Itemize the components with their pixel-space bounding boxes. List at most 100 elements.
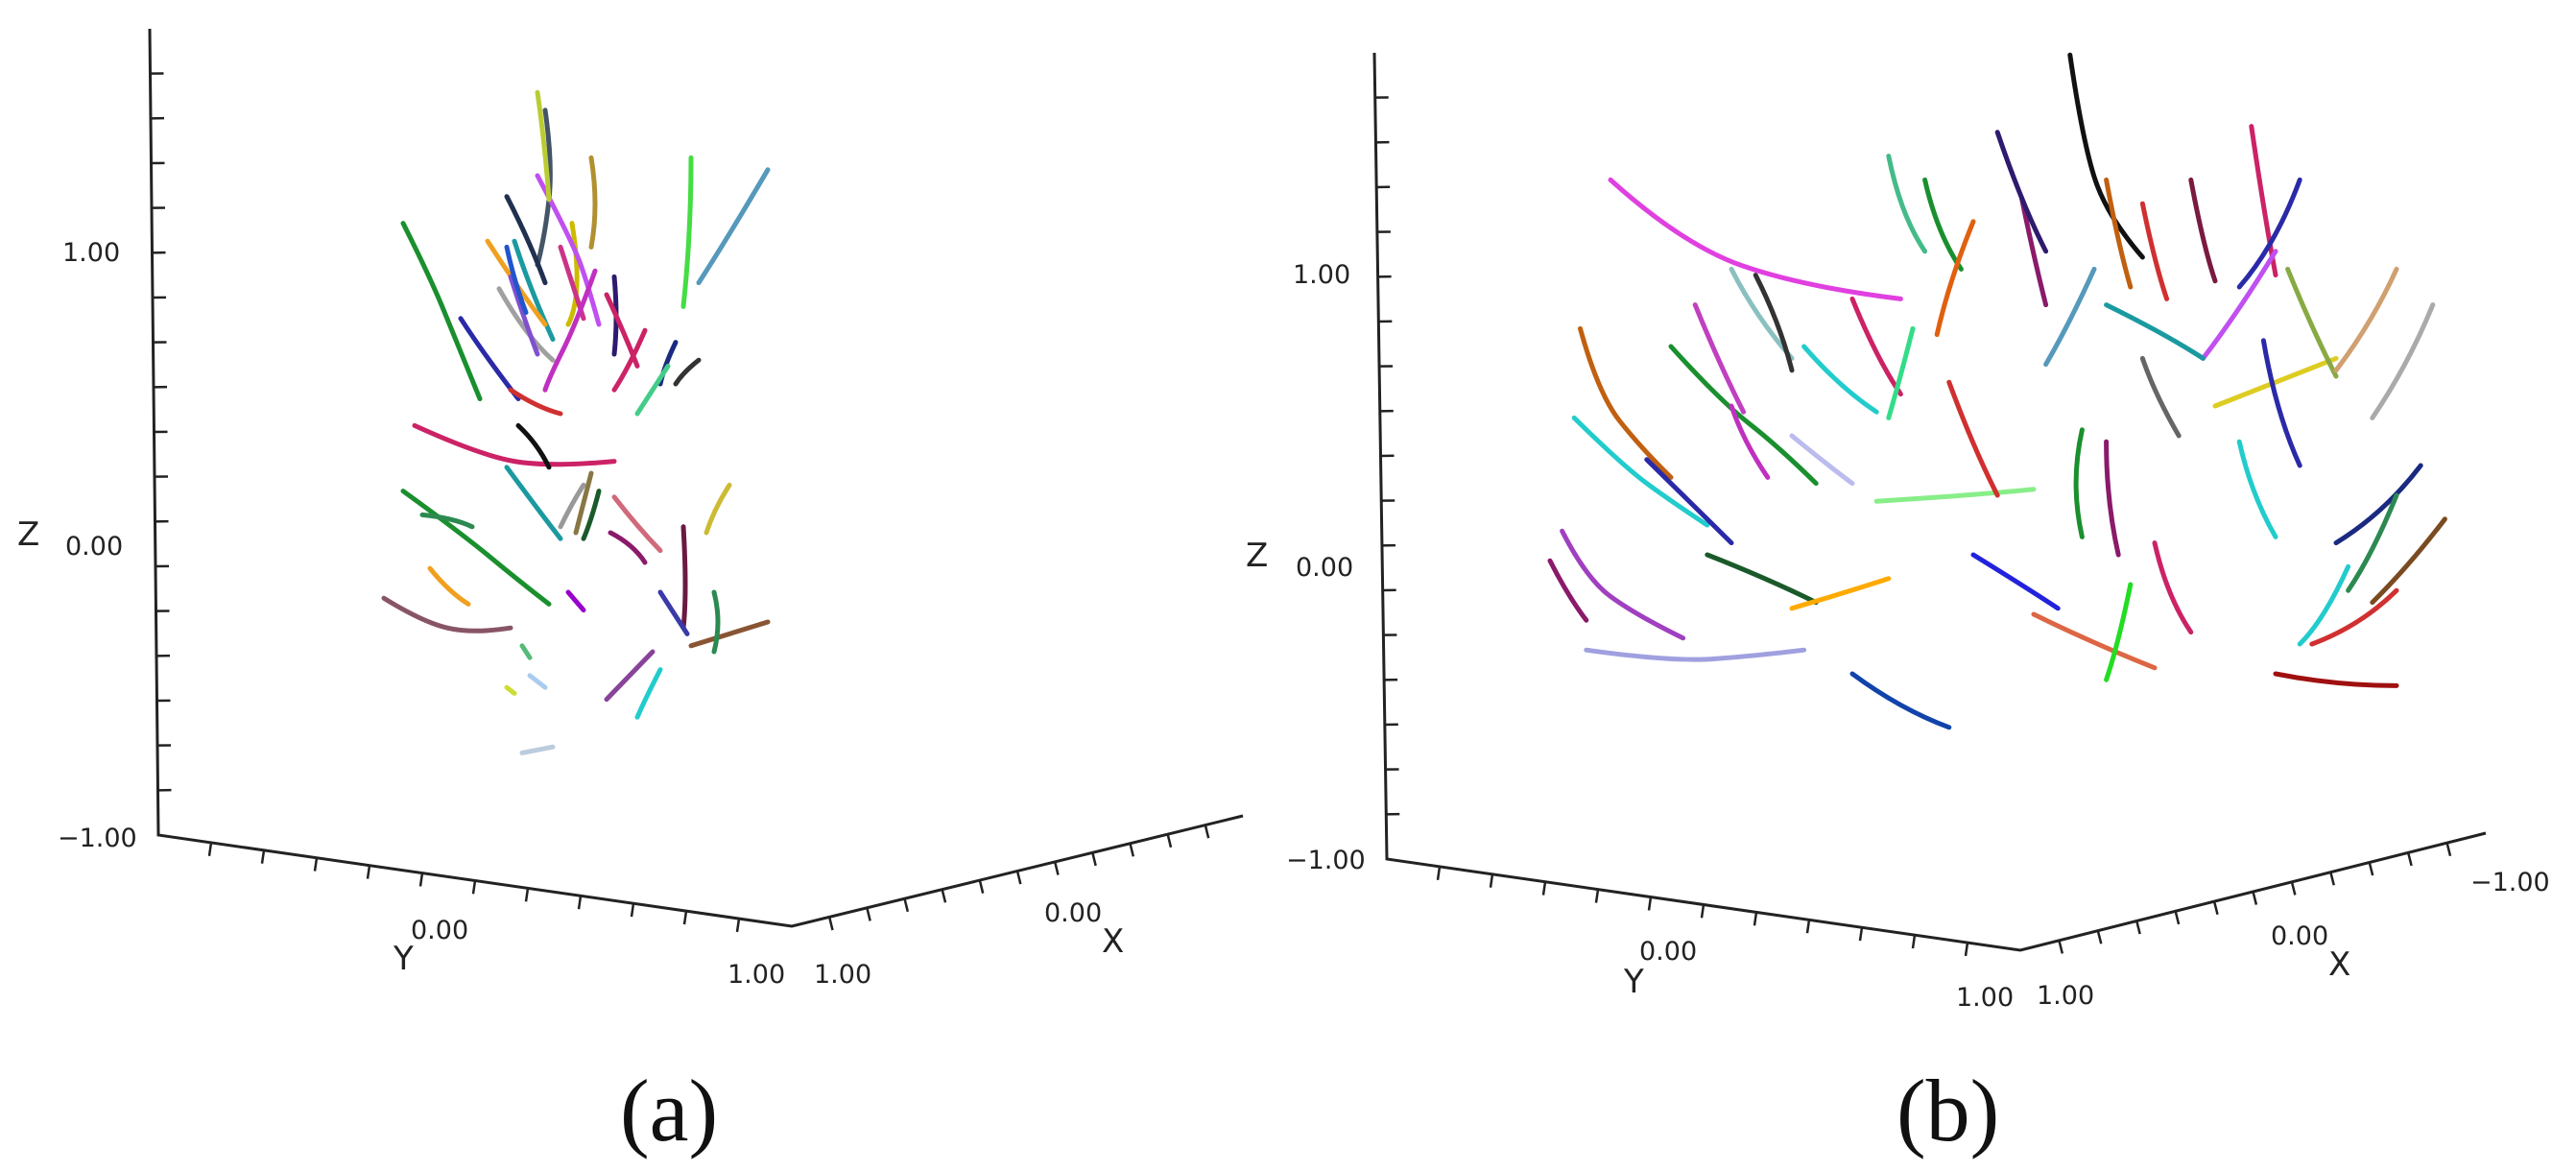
branch-9 [565,221,580,327]
branch-27 [2236,177,2302,290]
panel-b-x-tick-0: 0.00 [2271,921,2328,951]
y-axis-tick-mark [630,903,635,918]
branch-21 [2067,52,2145,260]
y-axis-tick-mark [1594,889,1600,903]
branch-18 [1849,296,1903,397]
branch-42 [2104,439,2121,558]
branch-27 [696,167,771,286]
panel-a-y-tick-0: 0.00 [411,916,468,945]
branch-30 [2212,355,2339,409]
panel-b-ticks [1374,96,2452,957]
branch-32 [704,482,732,536]
branch-3 [412,422,617,467]
branch-6 [427,565,471,607]
panel-a-branches [381,89,771,755]
branch-15 [508,274,540,357]
branch-7 [419,512,475,530]
branch-16 [558,244,586,322]
branch-33 [680,524,688,631]
x-axis-tick-mark [978,879,985,894]
x-axis-tick-mark [1091,852,1097,867]
panel-a-z-tick-neg1: −1.00 [58,824,137,853]
branch-17 [508,387,563,417]
branch-44 [565,589,586,613]
branch-34 [688,619,771,649]
y-axis-tick-mark [1858,927,1864,942]
branch-31 [2285,266,2339,379]
branch-46 [2073,427,2085,539]
branch-20 [2018,195,2049,308]
branch-37 [611,494,663,554]
x-axis-tick-mark [2368,862,2374,876]
branch-24 [515,422,552,470]
x-axis-tick-mark [2406,852,2413,867]
y-axis-tick-mark [1700,904,1705,919]
branch-50 [2139,355,2182,439]
branch-52 [1886,325,1916,420]
branch-4 [400,489,552,607]
panel-b-plot: 1.00 0.00 −1.00 Z 0.00 1.00 Y 1.00 0.00 … [1246,52,2550,1159]
branch-21 [604,292,640,369]
branch-19 [588,155,598,250]
branch-44 [1946,379,2000,498]
branch-34 [2333,463,2423,546]
panel-a-y-tick-1: 1.00 [727,960,785,990]
x-axis-tick-mark [1129,843,1135,857]
panel-b-x-tick-neg1: −1.00 [2470,868,2550,897]
x-axis-tick-mark [2058,940,2064,954]
y-axis-tick-mark [1541,881,1547,896]
branch-8 [1644,457,1734,546]
panel-a-y-label: Y [393,940,414,978]
y-axis-tick-mark [1911,934,1917,949]
x-axis-tick-mark [1053,861,1060,875]
panel-a-caption: (a) [620,1062,718,1159]
y-axis-tick-mark [207,842,213,856]
branch-28 [2200,249,2278,361]
branch-2 [458,316,521,401]
y-axis-tick-mark [418,872,424,887]
branch-36 [2370,516,2447,606]
branch-47 [2152,540,2194,635]
branch-7 [1547,558,1589,623]
panel-b-z-tick-0: 0.00 [1296,553,1353,583]
x-axis-tick-mark [2212,900,2219,916]
y-axis-tick-mark [1805,920,1811,934]
y-axis-tick-mark [577,896,583,910]
branch-2 [1668,344,1819,487]
branch-18 [542,268,598,393]
panel-b-caption: (b) [1896,1062,1999,1159]
branch-25 [2188,177,2218,284]
branch-41 [608,530,648,565]
branch-43 [1873,487,2037,504]
branch-51 [1789,433,1855,487]
y-axis-tick-mark [1436,866,1442,880]
branch-29 [2104,302,2206,361]
x-axis-tick-mark [2135,920,2141,935]
branch-49 [2104,582,2134,682]
x-axis-tick-mark [1015,871,1022,885]
branch-24 [2139,201,2170,301]
x-axis-tick-mark [2252,891,2258,905]
branch-10 [1789,576,1892,611]
panel-a-axes [148,28,1244,928]
branch-3 [1578,325,1674,480]
branch-40 [558,482,586,530]
panel-a-z-tick-1: 1.00 [62,238,120,268]
branch-22 [535,89,552,203]
branch-23 [504,244,529,316]
branch-40 [2260,338,2302,468]
branch-54 [1729,403,1771,480]
y-axis-tick-mark [524,888,530,902]
x-axis-tick-mark [866,907,871,921]
branch-15 [1692,302,1747,415]
panel-b-y-tick-1: 1.00 [1956,983,2014,1013]
x-axis-tick-mark [2096,930,2103,944]
branch-9 [1705,552,1819,606]
x-axis-tick-mark [1166,833,1173,848]
branch-14 [496,286,556,363]
branch-26 [680,155,694,309]
branch-30 [673,357,702,387]
panel-b-y-label: Y [1623,963,1644,1001]
branch-45 [1970,552,2061,611]
